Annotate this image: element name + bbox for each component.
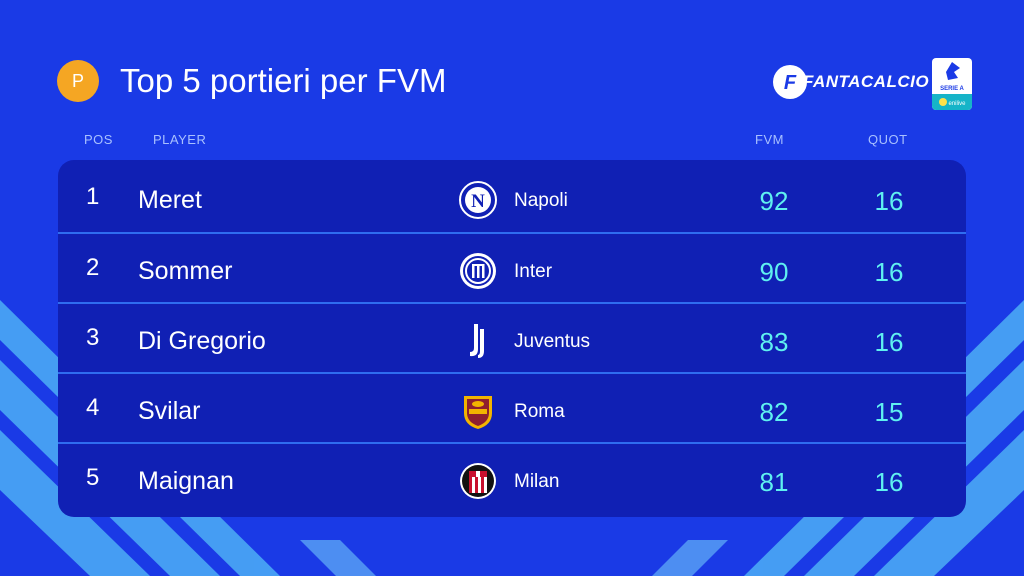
column-header-pos: POS bbox=[84, 132, 113, 147]
row-team: Inter bbox=[514, 261, 553, 282]
row-divider bbox=[58, 302, 966, 304]
inter-crest-icon bbox=[460, 253, 496, 289]
row-divider bbox=[58, 232, 966, 234]
brand-name: FANTACALCIO bbox=[803, 72, 930, 91]
juventus-crest-icon bbox=[470, 324, 484, 358]
table-row: 5 Maignan Milan 81 16 bbox=[58, 444, 966, 514]
roma-crest-icon bbox=[464, 396, 492, 429]
column-header-fvm: FVM bbox=[755, 132, 784, 147]
row-quot: 16 bbox=[874, 467, 904, 497]
row-quot: 15 bbox=[874, 397, 904, 427]
row-divider bbox=[58, 372, 966, 374]
table-row: 4 Svilar Roma 82 15 bbox=[58, 374, 966, 444]
role-badge: P bbox=[57, 60, 99, 102]
brand-mark-icon: F bbox=[773, 65, 807, 99]
row-team: Milan bbox=[514, 471, 560, 492]
row-pos: 3 bbox=[86, 324, 100, 351]
table-row: 3 Di Gregorio Juventus 83 16 bbox=[58, 304, 966, 374]
row-player: Svilar bbox=[138, 397, 201, 425]
row-player: Meret bbox=[138, 186, 202, 214]
fantacalcio-logo: F FANTACALCIO bbox=[773, 62, 929, 102]
row-player: Di Gregorio bbox=[138, 327, 266, 355]
row-quot: 16 bbox=[874, 257, 904, 287]
row-pos: 4 bbox=[86, 394, 100, 421]
row-player: Maignan bbox=[138, 467, 234, 495]
milan-crest-icon bbox=[460, 463, 496, 499]
row-fvm: 83 bbox=[759, 327, 789, 357]
column-header-quot: QUOT bbox=[868, 132, 908, 147]
row-team: Roma bbox=[514, 401, 565, 422]
row-team: Juventus bbox=[514, 331, 591, 352]
row-fvm: 92 bbox=[759, 186, 789, 216]
league-name: SERIE A bbox=[940, 86, 964, 92]
page-title: Top 5 portieri per FVM bbox=[120, 62, 447, 99]
row-team: Napoli bbox=[514, 190, 568, 211]
sponsor-icon: enilive bbox=[939, 98, 966, 107]
row-fvm: 90 bbox=[759, 257, 789, 287]
ranking-table: 1 Meret N Napoli 92 16 2 Sommer Inter 90… bbox=[58, 160, 966, 517]
row-quot: 16 bbox=[874, 327, 904, 357]
sponsor-name: enilive bbox=[948, 101, 966, 107]
row-pos: 5 bbox=[86, 464, 100, 491]
napoli-crest-icon: N bbox=[459, 181, 497, 219]
row-pos: 2 bbox=[86, 254, 100, 281]
column-header-player: PLAYER bbox=[153, 132, 207, 147]
table-row: 1 Meret N Napoli 92 16 bbox=[58, 163, 966, 233]
svg-text:N: N bbox=[471, 191, 485, 212]
table-row: 2 Sommer Inter 90 16 bbox=[58, 234, 966, 304]
row-player: Sommer bbox=[138, 257, 233, 285]
serie-a-icon: SERIE A bbox=[940, 62, 965, 92]
row-fvm: 81 bbox=[759, 467, 789, 497]
brand-mark-letter: F bbox=[784, 72, 797, 94]
row-fvm: 82 bbox=[759, 397, 789, 427]
row-divider bbox=[58, 442, 966, 444]
serie-a-logo: SERIE A enilive bbox=[932, 58, 972, 110]
row-pos: 1 bbox=[86, 183, 100, 210]
row-quot: 16 bbox=[874, 186, 904, 216]
